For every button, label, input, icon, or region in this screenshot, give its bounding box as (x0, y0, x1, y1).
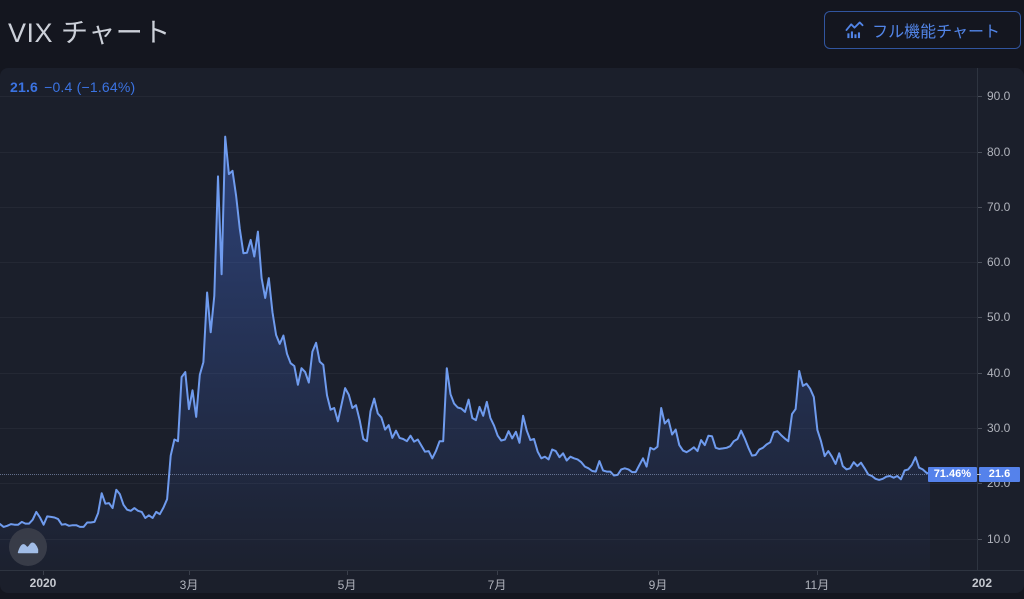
price-tick-mark (978, 96, 982, 98)
time-tick-mark (497, 571, 498, 575)
time-tick-mark (817, 571, 818, 575)
time-tick-mark (658, 571, 659, 575)
full-feature-chart-label: フル機能チャート (872, 24, 1000, 41)
price-tick-label: 60.0 (987, 255, 1011, 270)
time-tick-label: 7月 (487, 578, 507, 592)
time-tick-label: 9月 (648, 578, 668, 592)
tradingview-mountain-icon (17, 542, 39, 554)
gridline (0, 372, 977, 374)
price-tick-mark (978, 206, 982, 208)
price-tick-label: 80.0 (987, 144, 1011, 159)
time-tick-label: 5月 (337, 578, 357, 592)
last-price-dotted-line (0, 474, 977, 476)
quote-line: 21.6 −0.4 (−1.64%) (10, 79, 135, 95)
price-tick-label: 30.0 (987, 420, 1011, 435)
tradingview-logo[interactable] (9, 528, 47, 566)
time-axis[interactable]: 2020 3月 5月 7月 9月 11月 202 (0, 570, 1024, 593)
quote-change: −0.4 (−1.64%) (44, 79, 136, 95)
gridline (0, 317, 977, 319)
time-tick-label: 202 (971, 576, 993, 590)
price-tick-label: 70.0 (987, 199, 1011, 214)
quote-last: 21.6 (10, 79, 39, 95)
chart-pane[interactable]: 21.6 −0.4 (−1.64%) (0, 68, 977, 570)
price-tick-label: 90.0 (987, 89, 1011, 104)
price-tick-label: 40.0 (987, 365, 1011, 380)
price-tick-mark (978, 483, 982, 485)
gridline (0, 206, 977, 208)
last-price-badge: 21.6 (979, 466, 1020, 482)
price-tick-label: 50.0 (987, 310, 1011, 325)
vix-area-chart[interactable] (0, 68, 977, 570)
price-line (0, 135, 931, 528)
time-tick-mark (43, 571, 44, 575)
vix-chart-widget: 21.6 −0.4 (−1.64%) 71.46% 21.6 90.0 80.0 70… (0, 68, 1024, 593)
time-tick-label: 3月 (179, 578, 199, 592)
gridline (0, 262, 977, 264)
price-tick-label: 10.0 (987, 531, 1011, 546)
percent-change-badge: 71.46% (927, 466, 977, 482)
last-price-axis-tick (977, 474, 981, 476)
time-tick-mark (347, 571, 348, 575)
time-tick-label: 2020 (29, 576, 57, 590)
gridline (0, 96, 977, 98)
price-axis[interactable]: 90.0 80.0 70.0 60.0 50.0 40.0 30.0 20.0 10.0 (977, 68, 1024, 570)
price-tick-mark (978, 372, 982, 374)
price-tick-mark (978, 151, 982, 153)
full-feature-chart-button[interactable]: フル機能チャート (824, 11, 1021, 49)
chart-line-bars-icon (845, 21, 864, 40)
page-header: VIX チャート フル機能チャート (0, 0, 1024, 60)
price-tick-mark (978, 317, 982, 319)
page-title: VIX チャート (8, 18, 171, 48)
area-fill (0, 136, 930, 570)
time-tick-mark (189, 571, 190, 575)
gridline (0, 151, 977, 153)
price-tick-mark (978, 538, 982, 540)
time-tick-label: 11月 (804, 578, 830, 592)
price-tick-mark (978, 262, 982, 264)
price-tick-mark (978, 427, 982, 429)
